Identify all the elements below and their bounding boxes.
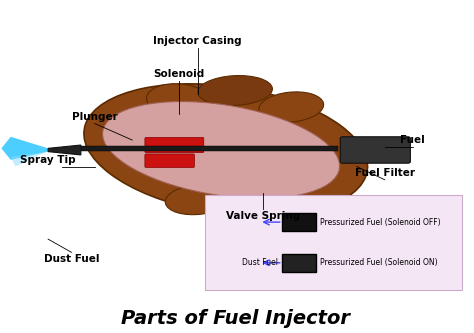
- Text: Parts of Fuel Injector: Parts of Fuel Injector: [120, 309, 350, 328]
- Text: Plunger: Plunger: [72, 112, 118, 122]
- Text: Fuel Filter: Fuel Filter: [355, 168, 415, 178]
- Text: Pressurized Fuel (Solenoid ON): Pressurized Fuel (Solenoid ON): [320, 258, 438, 267]
- FancyBboxPatch shape: [145, 138, 204, 153]
- Ellipse shape: [198, 76, 273, 106]
- FancyBboxPatch shape: [205, 194, 462, 290]
- FancyBboxPatch shape: [81, 146, 338, 151]
- Ellipse shape: [226, 191, 291, 221]
- Text: Fuel: Fuel: [401, 135, 425, 145]
- Ellipse shape: [259, 92, 324, 122]
- Text: Injector Casing: Injector Casing: [154, 36, 242, 46]
- Text: Spray Tip: Spray Tip: [20, 155, 76, 165]
- FancyBboxPatch shape: [282, 213, 317, 231]
- Text: Pressurized Fuel (Solenoid OFF): Pressurized Fuel (Solenoid OFF): [320, 217, 441, 227]
- Ellipse shape: [84, 84, 367, 216]
- Text: Dust Fuel: Dust Fuel: [44, 254, 99, 264]
- Ellipse shape: [146, 84, 211, 117]
- Text: Dust Fuel: Dust Fuel: [242, 258, 278, 267]
- Ellipse shape: [102, 102, 339, 198]
- Ellipse shape: [165, 184, 230, 215]
- FancyBboxPatch shape: [145, 154, 194, 167]
- FancyBboxPatch shape: [340, 137, 410, 163]
- Polygon shape: [48, 145, 81, 155]
- Polygon shape: [11, 151, 48, 166]
- FancyBboxPatch shape: [282, 254, 317, 272]
- Text: Solenoid: Solenoid: [154, 69, 205, 79]
- Text: Valve Spring: Valve Spring: [226, 211, 300, 221]
- Polygon shape: [1, 137, 48, 160]
